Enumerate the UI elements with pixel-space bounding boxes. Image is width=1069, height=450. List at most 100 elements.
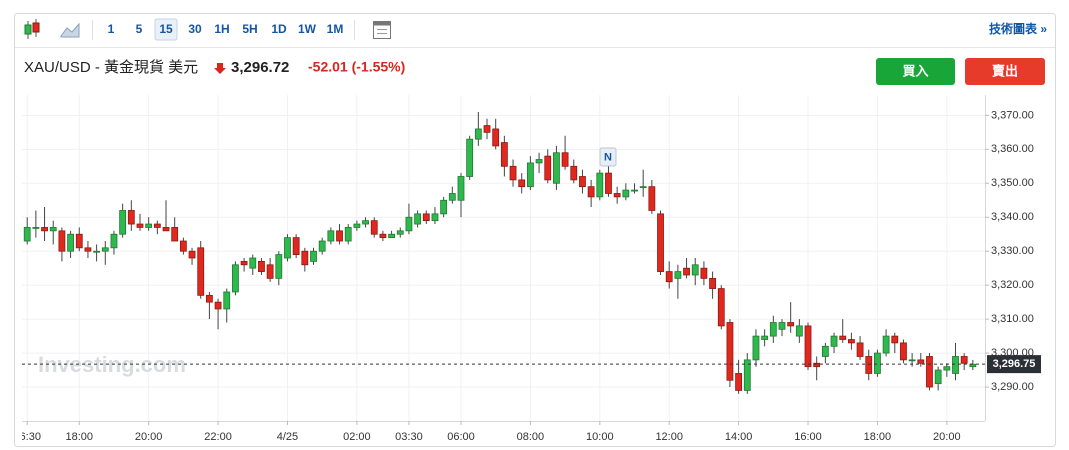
interval[interactable]: 30 (188, 22, 202, 36)
news-marker[interactable] (599, 147, 617, 167)
candle-body (457, 176, 465, 201)
candle-body (943, 366, 951, 371)
candle-body (41, 227, 48, 232)
interval[interactable]: 1D (271, 22, 287, 36)
x-tick-label: 18:00 (65, 431, 93, 443)
sell-button[interactable] (965, 58, 1045, 85)
last-price-label: 3,296.75 (993, 358, 1036, 370)
candle-body (795, 325, 803, 337)
candle-body (284, 237, 291, 259)
candle-body (205, 294, 213, 303)
candle-body (613, 193, 621, 198)
candle-body (440, 199, 448, 215)
candle-body (396, 230, 404, 235)
active-interval (154, 18, 178, 41)
interval[interactable]: 1M (327, 22, 344, 36)
x-tick-label: 22:00 (204, 431, 232, 443)
candle-body (249, 257, 257, 269)
y-tick-label: 3,350.00 (991, 177, 1034, 189)
candle-body (23, 227, 31, 242)
candle-body (674, 271, 682, 279)
candle-icon[interactable] (24, 19, 40, 39)
candle-body (93, 250, 101, 253)
calendar-icon[interactable] (373, 21, 391, 39)
candle-body (379, 233, 387, 239)
candle-body (882, 335, 890, 354)
area-icon[interactable] (60, 22, 80, 38)
candle-body (778, 322, 786, 330)
news-marker-label[interactable]: N (604, 151, 612, 163)
candle-body (813, 362, 821, 368)
candle-body (448, 193, 456, 201)
x-tick-label: 06:00 (447, 431, 475, 443)
candle-body (518, 179, 526, 188)
candle-body (509, 165, 517, 181)
x-tick-label: 16:00 (794, 431, 822, 443)
candle-body (526, 162, 534, 188)
candle-body (101, 247, 109, 252)
candle-body (84, 247, 92, 252)
candle-body (414, 213, 422, 225)
candle-body (830, 335, 838, 347)
interval[interactable]: 5 (136, 22, 143, 36)
candle-body (874, 352, 881, 374)
candle-body (388, 233, 395, 239)
y-tick-label: 3,320.00 (991, 279, 1034, 291)
candle-body (162, 227, 170, 232)
sell-label[interactable]: 賣出 (992, 63, 1018, 78)
candle-body (223, 291, 231, 310)
candle-body (67, 233, 74, 252)
candle-body (318, 240, 326, 252)
last-price-box (987, 355, 1041, 374)
x-tick-label: 20:00 (135, 431, 163, 443)
candle-body (900, 342, 907, 361)
candle-body (110, 233, 118, 249)
price: 3,296.72 (231, 59, 289, 76)
interval[interactable]: 1 (108, 22, 115, 36)
candle-body (535, 159, 543, 164)
candle-body (58, 230, 66, 252)
candle-body (665, 271, 673, 283)
y-tick-label: 3,370.00 (991, 109, 1034, 121)
candle-body (726, 322, 734, 381)
candle-body (492, 128, 500, 147)
candle-body (631, 189, 638, 192)
candle-body (422, 213, 430, 222)
candle-body (769, 322, 777, 337)
candle-body (648, 186, 656, 211)
interval[interactable]: 1W (298, 22, 317, 36)
candle-body (657, 213, 664, 272)
x-tick-label: 02:00 (343, 431, 371, 443)
x-tick-label: 08:00 (517, 431, 545, 443)
candle-body (362, 220, 369, 225)
candle-body (197, 247, 205, 296)
buy-button[interactable] (876, 58, 955, 85)
candle-body (865, 356, 873, 374)
y-tick-label: 3,340.00 (991, 211, 1034, 223)
candle-body (483, 125, 491, 133)
candle-body (327, 230, 335, 242)
interval[interactable]: 1H (214, 22, 229, 36)
x-tick-label: 03:30 (395, 431, 423, 443)
candle-body (292, 237, 300, 256)
y-tick-label: 3,310.00 (991, 313, 1034, 325)
candle-body (466, 138, 474, 177)
candle-body (596, 172, 604, 198)
interval[interactable]: 15 (159, 22, 173, 36)
candle-body (171, 227, 179, 242)
x-tick-label: 10:00 (586, 431, 614, 443)
candles (23, 111, 977, 394)
technical-chart-link[interactable]: 技術圖表 » (989, 21, 1047, 36)
y-tick-label: 3,360.00 (991, 143, 1034, 155)
candle-body (908, 359, 916, 362)
candle-body (553, 152, 560, 184)
candle-body (188, 250, 196, 259)
candle-body (717, 288, 725, 327)
buy-label[interactable]: 買入 (902, 63, 928, 78)
interval[interactable]: 5H (242, 22, 257, 36)
candle-body (32, 227, 40, 229)
candle-body (561, 152, 569, 167)
candle-body (474, 128, 482, 140)
candle-body (683, 267, 690, 276)
candle-body (579, 176, 586, 188)
